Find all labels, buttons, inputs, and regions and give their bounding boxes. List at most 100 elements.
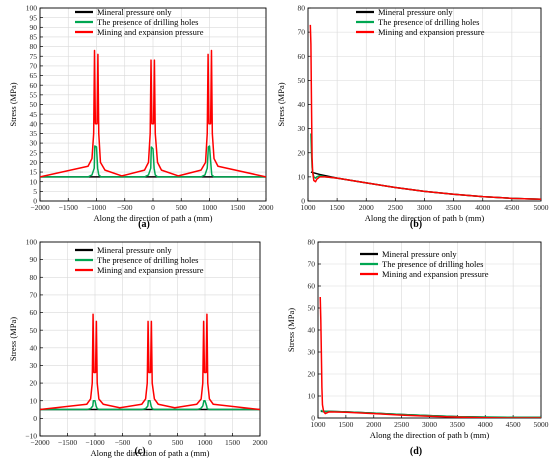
x-tick-label: 1500 <box>330 203 345 212</box>
y-tick-label: 50 <box>308 304 316 313</box>
y-tick-label: 20 <box>30 158 38 167</box>
y-tick-label: 50 <box>298 76 306 85</box>
legend-label: Mining and expansion pressure <box>378 27 485 37</box>
y-tick-label: 5 <box>33 187 37 196</box>
y-tick-label: 90 <box>30 23 38 32</box>
panel-caption: (d) <box>410 446 422 457</box>
x-tick-label: 1500 <box>225 438 240 447</box>
x-tick-label: 500 <box>176 203 188 212</box>
y-tick-label: 50 <box>30 326 38 335</box>
x-tick-label: 1500 <box>230 203 245 212</box>
y-tick-label: 80 <box>308 238 316 247</box>
x-tick-label: 1000 <box>198 438 213 447</box>
series-line-mining <box>319 296 541 418</box>
y-tick-label: 60 <box>30 308 38 317</box>
y-tick-label: 50 <box>30 100 38 109</box>
y-axis-label: Stress (MPa) <box>276 82 286 126</box>
x-tick-label: 3500 <box>446 203 461 212</box>
x-tick-label: 4500 <box>504 203 519 212</box>
y-tick-label: 70 <box>298 28 306 37</box>
series-line-drilling <box>40 145 266 178</box>
y-tick-label: 30 <box>30 361 38 370</box>
x-tick-label: 0 <box>148 438 152 447</box>
y-tick-label: −10 <box>25 432 37 441</box>
chart-b: 1000 1500 2000 2500 3000 3500 4000 4500 5000 0 10 2… <box>276 4 549 230</box>
y-tick-label: 55 <box>30 90 38 99</box>
series-line-drilling <box>40 399 260 411</box>
y-tick-label: 100 <box>26 238 38 247</box>
x-tick-label: 2500 <box>394 420 409 429</box>
series-line-mining <box>40 313 260 411</box>
legend-label: The presence of drilling holes <box>97 17 199 27</box>
x-axis-label: Along the direction of path b (mm) <box>365 213 485 223</box>
y-tick-label: 60 <box>30 81 38 90</box>
y-tick-label: 65 <box>30 71 38 80</box>
y-tick-label: 85 <box>30 33 38 42</box>
x-tick-label: 3000 <box>417 203 432 212</box>
y-tick-label: 0 <box>33 197 37 206</box>
legend-label: Mineral pressure only <box>382 249 457 259</box>
y-tick-label: 10 <box>30 177 38 186</box>
series-line-mining <box>309 24 541 201</box>
y-tick-label: 10 <box>308 392 316 401</box>
x-tick-label: −1000 <box>85 438 104 447</box>
x-tick-label: −1500 <box>58 438 77 447</box>
x-axis-label: Along the direction of path a (mm) <box>91 448 210 458</box>
y-tick-label: 60 <box>308 282 316 291</box>
panel-caption: (b) <box>410 219 422 230</box>
chart-d: 1000 1500 2000 2500 3000 3500 4000 4500 5000 0 10 2… <box>286 238 549 457</box>
y-tick-label: 0 <box>301 197 305 206</box>
legend-label: The presence of drilling holes <box>97 255 199 265</box>
y-tick-label: 30 <box>308 348 316 357</box>
series-line-drilling <box>310 133 541 201</box>
x-tick-label: 3000 <box>422 420 437 429</box>
y-tick-label: 40 <box>298 100 306 109</box>
x-tick-label: 5000 <box>534 420 549 429</box>
x-tick-label: 2000 <box>253 438 268 447</box>
x-tick-label: 2000 <box>366 420 381 429</box>
x-tick-label: 2000 <box>259 203 274 212</box>
x-tick-label: −1500 <box>59 203 78 212</box>
y-tick-label: 70 <box>30 62 38 71</box>
legend-label: Mining and expansion pressure <box>382 269 489 279</box>
chart-c: −2000 −1500 −1000 −500 0 500 1000 1500 2000 −10 0 1… <box>8 238 268 458</box>
series-line-mining <box>40 49 266 178</box>
y-tick-label: 20 <box>298 148 306 157</box>
y-tick-label: 100 <box>26 4 38 13</box>
x-tick-label: 1500 <box>338 420 353 429</box>
y-tick-label: 25 <box>30 148 38 157</box>
y-tick-label: 15 <box>30 168 38 177</box>
y-tick-label: 80 <box>30 42 38 51</box>
x-tick-label: −2000 <box>30 203 49 212</box>
x-tick-label: 4000 <box>478 420 493 429</box>
x-axis-label: Along the direction of path b (mm) <box>370 430 490 440</box>
x-tick-label: 4000 <box>475 203 490 212</box>
legend-label: Mineral pressure only <box>378 7 453 17</box>
y-tick-label: 40 <box>30 343 38 352</box>
x-tick-label: −2000 <box>30 438 49 447</box>
x-tick-label: 1000 <box>311 420 326 429</box>
y-tick-label: 10 <box>30 396 38 405</box>
chart-a: −2000 −1500 −1000 −500 0 500 1000 1500 200005101… <box>8 4 274 230</box>
y-tick-label: 80 <box>30 273 38 282</box>
legend-label: Mining and expansion pressure <box>97 265 204 275</box>
y-tick-label: 35 <box>30 129 38 138</box>
x-tick-label: −1000 <box>87 203 106 212</box>
y-axis-label: Stress (MPa) <box>8 317 18 361</box>
x-tick-label: 5000 <box>534 203 549 212</box>
x-tick-label: −500 <box>115 438 131 447</box>
y-tick-label: 75 <box>30 52 38 61</box>
legend-label: Mineral pressure only <box>97 7 172 17</box>
x-tick-label: 1000 <box>202 203 217 212</box>
y-tick-label: 40 <box>308 326 316 335</box>
y-tick-label: 70 <box>308 260 316 269</box>
y-tick-label: 10 <box>298 172 306 181</box>
x-tick-label: 1000 <box>301 203 316 212</box>
x-tick-label: −500 <box>117 203 133 212</box>
y-axis-label: Stress (MPa) <box>286 308 296 352</box>
legend-label: The presence of drilling holes <box>378 17 480 27</box>
x-tick-label: 500 <box>172 438 184 447</box>
y-tick-label: 95 <box>30 13 38 22</box>
x-tick-label: 3500 <box>450 420 465 429</box>
